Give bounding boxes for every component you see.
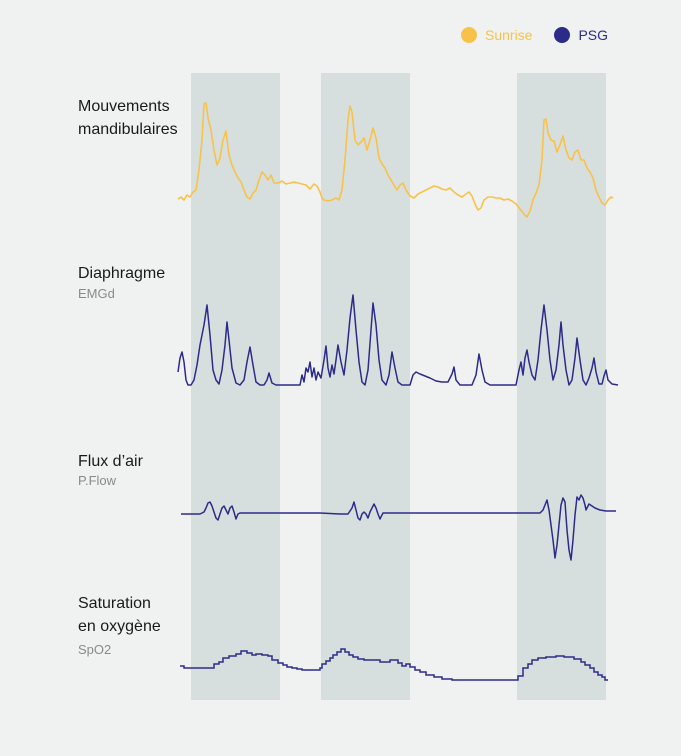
signal-title-line: Flux d’air: [78, 453, 143, 470]
waveform-mandibular: [177, 102, 614, 218]
signal-title-line: Saturation: [78, 595, 151, 612]
signal-title-line: Mouvements: [78, 98, 170, 115]
event-band-2: [321, 73, 410, 700]
psg-dot-icon: [554, 27, 571, 43]
signal-subtitle-pflow: P.Flow: [78, 473, 117, 488]
signal-title-airflow: Flux d’air: [78, 450, 143, 473]
legend: Sunrise PSG: [461, 27, 608, 43]
event-band-1: [191, 73, 280, 700]
signal-title-line: Diaphragme: [78, 265, 166, 282]
signal-title-diaphragm: Diaphragme: [78, 262, 165, 285]
signal-title-line: mandibulaires: [78, 121, 178, 138]
legend-label-sunrise: Sunrise: [485, 27, 533, 43]
signal-subtitle-spo2: SpO2: [78, 642, 112, 657]
signal-title-mandibular: Mouvements mandibulaires: [78, 95, 178, 141]
legend-label-psg: PSG: [578, 27, 609, 43]
signal-title-oxygen: Saturation en oxygène: [78, 592, 161, 638]
legend-item-psg: PSG: [554, 27, 608, 43]
event-band-3: [517, 73, 606, 700]
waveform-airflow: [181, 494, 616, 561]
signal-subtitle-emgd: EMGd: [78, 286, 115, 301]
sunrise-dot-icon: [461, 27, 477, 43]
waveform-oxygen: [180, 648, 608, 681]
legend-item-sunrise: Sunrise: [461, 27, 532, 43]
waveform-diaphragm: [177, 294, 619, 386]
signal-title-line: en oxygène: [78, 618, 161, 635]
